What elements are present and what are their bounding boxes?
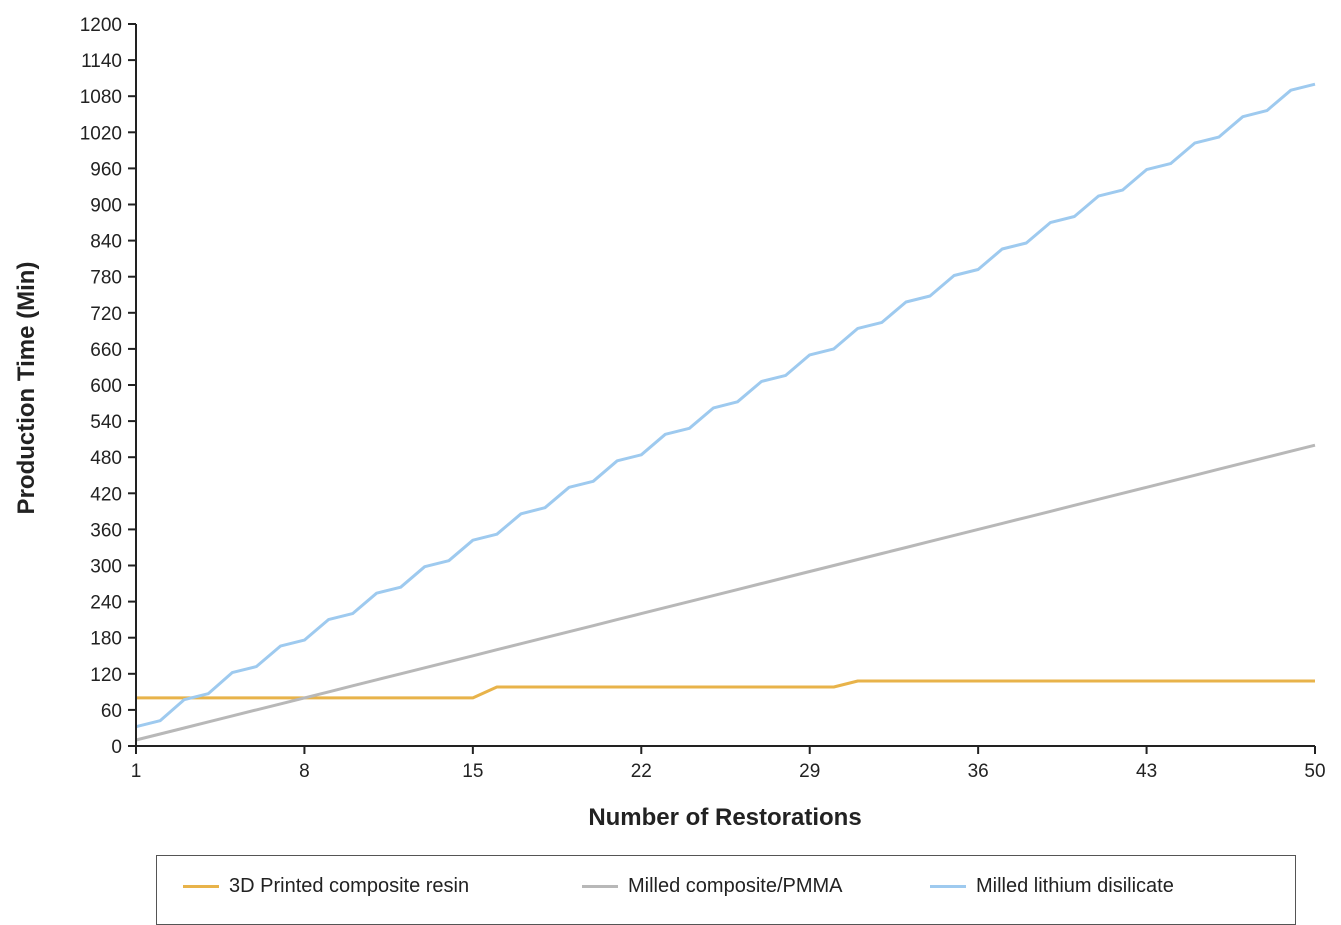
y-tick-label: 360 — [90, 520, 122, 541]
x-tick-label: 43 — [1136, 761, 1157, 782]
series-line-milled-composite — [135, 443, 1316, 742]
x-axis-ticks: 1 8 15 22 29 36 43 50 — [131, 746, 1326, 782]
y-tick-label: 0 — [111, 737, 122, 758]
legend-label-milled-composite: Milled composite/PMMA — [628, 875, 843, 897]
x-tick-label: 36 — [968, 761, 989, 782]
legend-swatch-milled-composite — [582, 885, 618, 888]
x-axis-title: Number of Restorations — [588, 804, 861, 831]
legend-label-milled-lithium: Milled lithium disilicate — [976, 875, 1174, 897]
y-tick-label: 720 — [90, 304, 122, 325]
series-line-milled-lithium — [135, 82, 1316, 729]
y-tick-label: 1020 — [80, 123, 122, 144]
y-tick-label: 540 — [90, 412, 122, 433]
x-tick-label: 15 — [462, 761, 483, 782]
series-line-3d-printed — [136, 679, 1315, 700]
y-tick-label: 300 — [90, 557, 122, 578]
x-tick-label: 50 — [1304, 761, 1325, 782]
y-tick-label: 900 — [90, 196, 122, 217]
y-tick-label: 180 — [90, 629, 122, 650]
y-axis-title: Production Time (Min) — [13, 262, 40, 515]
y-tick-label: 420 — [90, 484, 122, 505]
y-tick-label: 660 — [90, 340, 122, 361]
y-tick-label: 780 — [90, 268, 122, 289]
y-tick-label: 960 — [90, 159, 122, 180]
x-tick-label: 22 — [631, 761, 652, 782]
series-lines — [135, 82, 1316, 742]
legend-label-3d-printed: 3D Printed composite resin — [229, 875, 470, 897]
x-tick-label: 29 — [799, 761, 820, 782]
y-tick-label: 1140 — [81, 51, 122, 72]
y-tick-label: 120 — [90, 665, 122, 686]
legend-item-3d-printed: 3D Printed composite resin — [183, 875, 469, 898]
legend-item-milled-composite: Milled composite/PMMA — [582, 875, 843, 898]
y-tick-label: 1200 — [80, 15, 122, 36]
y-tick-label: 60 — [101, 701, 122, 722]
legend-swatch-milled-lithium — [930, 885, 966, 888]
y-tick-label: 1080 — [80, 87, 122, 108]
y-tick-label: 480 — [90, 448, 122, 469]
x-tick-label: 1 — [131, 761, 142, 782]
y-tick-label: 840 — [90, 232, 122, 253]
legend-item-milled-lithium: Milled lithium disilicate — [930, 875, 1174, 898]
legend-swatch-3d-printed — [183, 885, 219, 888]
y-axis-ticks: 0 60 120 180 240 300 360 420 480 540 600 660 720 780 8… — [80, 15, 136, 758]
x-tick-label: 8 — [299, 761, 310, 782]
y-tick-label: 240 — [90, 593, 122, 614]
line-chart: 0 60 120 180 240 300 360 420 480 540 600 660 720 780 8… — [13, 15, 1326, 831]
y-tick-label: 600 — [90, 376, 122, 397]
legend: 3D Printed composite resin Milled compos… — [156, 855, 1296, 925]
